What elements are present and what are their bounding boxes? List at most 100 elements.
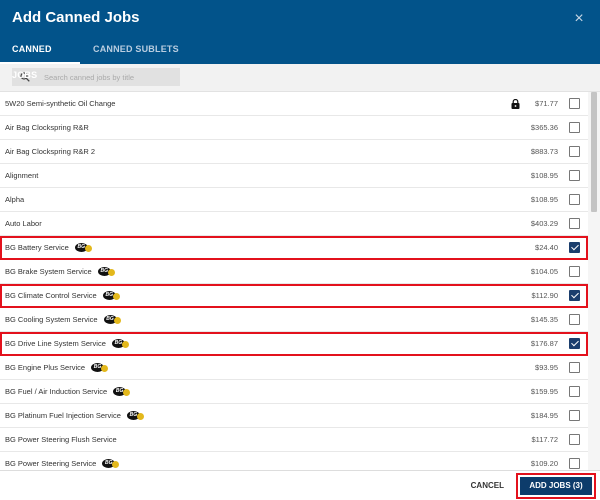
job-checkbox[interactable] [569, 410, 580, 421]
job-checkbox[interactable] [569, 98, 580, 109]
job-row[interactable]: BG Engine Plus Service BG $93.95 [0, 356, 588, 380]
job-row[interactable]: Air Bag Clockspring R&R $365.36 [0, 116, 588, 140]
job-row[interactable]: BG Power Steering Flush Service $117.72 [0, 428, 588, 452]
bg-logo-dot [113, 317, 121, 324]
job-name: BG Cooling System Service [5, 315, 98, 324]
job-name: BG Platinum Fuel Injection Service [5, 411, 121, 420]
job-name: BG Power Steering Service [5, 459, 97, 468]
tab-canned-sublets[interactable]: CANNED SUBLETS [93, 44, 179, 54]
search-icon [20, 72, 30, 82]
job-checkbox[interactable] [569, 218, 580, 229]
job-name: BG Drive Line System Service [5, 339, 106, 348]
job-price: $112.90 [531, 291, 558, 300]
job-price: $403.29 [530, 219, 558, 228]
dialog-title: Add Canned Jobs [12, 9, 140, 26]
job-row[interactable]: BG Power Steering Service BG $109.20 [0, 452, 588, 472]
job-row[interactable]: Alpha $108.95 [0, 188, 588, 212]
job-checkbox[interactable] [569, 434, 580, 445]
job-price: $176.87 [530, 339, 558, 348]
job-row[interactable]: BG Platinum Fuel Injection Service BG $184… [0, 404, 588, 428]
bg-logo-text: BG [102, 291, 116, 300]
bg-logo-icon: BG [91, 363, 109, 372]
bg-logo-icon: BG [74, 243, 92, 252]
lock-icon [511, 99, 520, 109]
job-row[interactable]: BG Brake System Service BG $104.05 [0, 260, 588, 284]
bg-logo-dot [84, 245, 92, 252]
job-price: $145.35 [530, 315, 558, 324]
tab-bar: CANNED JOBS CANNED SUBLETS [0, 36, 191, 80]
job-name: BG Battery Service [5, 243, 69, 252]
job-price: $24.40 [535, 243, 558, 252]
job-row[interactable]: BG Climate Control Service BG $112.90 [0, 284, 588, 308]
job-checkbox[interactable] [569, 386, 580, 397]
job-checkbox[interactable] [569, 170, 580, 181]
job-checkbox[interactable] [569, 194, 580, 205]
job-checkbox[interactable] [569, 146, 580, 157]
bg-logo-icon: BG [102, 291, 120, 300]
job-row[interactable]: BG Cooling System Service BG $145.35 [0, 308, 588, 332]
job-checkbox[interactable] [569, 266, 580, 277]
job-row[interactable]: Air Bag Clockspring R&R 2 $883.73 [0, 140, 588, 164]
tab-canned-jobs[interactable]: CANNED JOBS [0, 36, 80, 80]
search-box [12, 68, 180, 86]
job-checkbox[interactable] [569, 290, 580, 301]
bg-logo-icon: BG [102, 459, 120, 468]
job-checkbox[interactable] [569, 362, 580, 373]
job-price: $109.20 [530, 459, 558, 468]
job-name: Alignment [5, 171, 39, 180]
add-jobs-button[interactable]: ADD JOBS (3) [516, 473, 596, 499]
bg-logo-text: BG [74, 243, 88, 252]
search-input[interactable] [44, 72, 174, 82]
job-price: $104.05 [530, 267, 558, 276]
bg-logo-dot [123, 389, 131, 396]
close-icon[interactable]: × [574, 10, 584, 27]
list-scrollbar[interactable] [588, 92, 600, 472]
job-price: $159.95 [530, 387, 558, 396]
bg-logo-text: BG [91, 363, 105, 372]
job-checkbox[interactable] [569, 242, 580, 253]
job-price: $117.72 [531, 435, 558, 444]
dialog-footer: CANCEL ADD JOBS (3) [0, 470, 600, 500]
bg-logo-icon: BG [113, 387, 131, 396]
job-name: 5W20 Semi-synthetic Oil Change [5, 99, 116, 108]
job-row[interactable]: BG Fuel / Air Induction Service BG $159.95 [0, 380, 588, 404]
canned-jobs-list: 5W20 Semi-synthetic Oil Change $71.77 Air … [0, 92, 588, 472]
cancel-button[interactable]: CANCEL [470, 481, 504, 490]
job-name: BG Climate Control Service [5, 291, 97, 300]
job-row[interactable]: Alignment $108.95 [0, 164, 588, 188]
job-price: $71.77 [535, 99, 558, 108]
job-name: BG Engine Plus Service [5, 363, 86, 372]
job-price: $108.95 [530, 171, 558, 180]
bg-logo-dot [107, 269, 115, 276]
bg-logo-text: BG [103, 315, 117, 324]
job-price: $883.73 [530, 147, 558, 156]
bg-logo-dot [101, 365, 109, 372]
bg-logo-icon: BG [97, 267, 115, 276]
job-row[interactable]: BG Battery Service BG $24.40 [0, 236, 588, 260]
job-price: $184.95 [530, 411, 558, 420]
job-row[interactable]: Auto Labor $403.29 [0, 212, 588, 236]
bg-logo-text: BG [111, 339, 125, 348]
bg-logo-text: BG [126, 411, 140, 420]
job-row[interactable]: 5W20 Semi-synthetic Oil Change $71.77 [0, 92, 588, 116]
job-checkbox[interactable] [569, 314, 580, 325]
bg-logo-dot [112, 293, 120, 300]
bg-logo-dot [136, 413, 144, 420]
job-name: Alpha [5, 195, 25, 204]
job-checkbox[interactable] [569, 122, 580, 133]
job-price: $365.36 [530, 123, 558, 132]
bg-logo-dot [112, 461, 120, 468]
job-name: Air Bag Clockspring R&R [5, 123, 89, 132]
scrollbar-thumb[interactable] [591, 92, 597, 212]
dialog-header: Add Canned Jobs × CANNED JOBS CANNED SUB… [0, 0, 600, 80]
bg-logo-icon: BG [126, 411, 144, 420]
job-name: Air Bag Clockspring R&R 2 [5, 147, 96, 156]
job-name: BG Power Steering Flush Service [5, 435, 117, 444]
bg-logo-text: BG [97, 267, 111, 276]
job-checkbox[interactable] [569, 458, 580, 469]
job-checkbox[interactable] [569, 338, 580, 349]
job-name: BG Fuel / Air Induction Service [5, 387, 108, 396]
bg-logo-text: BG [102, 459, 116, 468]
job-row[interactable]: BG Drive Line System Service BG $176.87 [0, 332, 588, 356]
